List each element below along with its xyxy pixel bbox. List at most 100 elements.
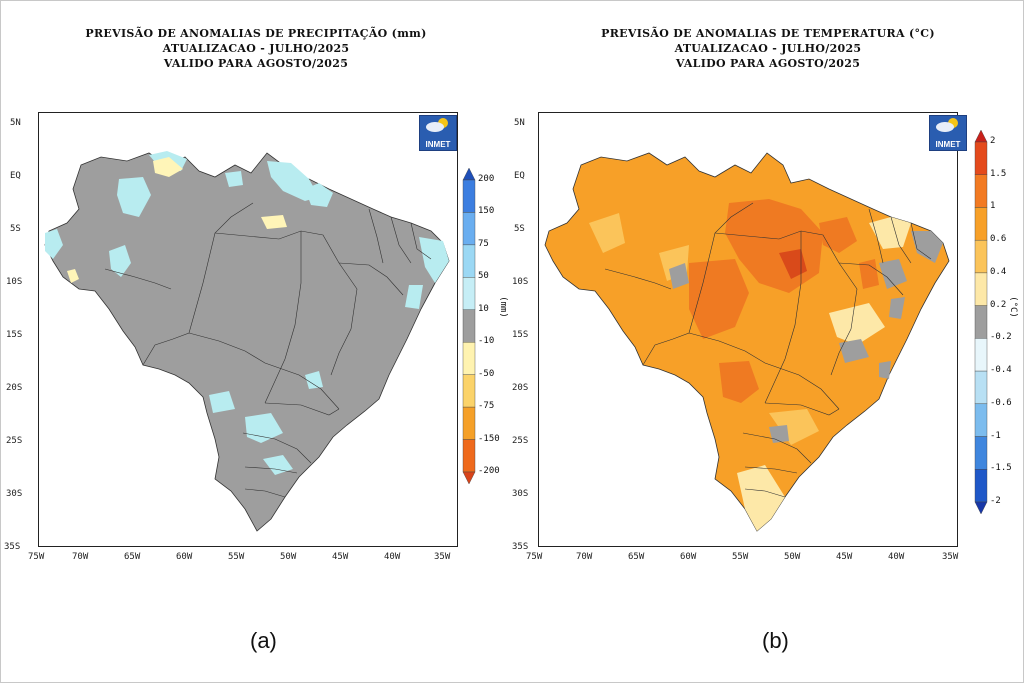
- state-borders-precip: [104, 202, 432, 498]
- brazil-shape-precip: [44, 151, 450, 532]
- temp-legend-swatch: [974, 141, 988, 175]
- temp-legend-swatch: [974, 207, 988, 241]
- temp-legend-tick-label: 2: [990, 136, 996, 146]
- lon-label-b-40w: 40W: [888, 552, 905, 562]
- precip-colorbar: [462, 168, 476, 484]
- precip-legend-tick-label: -50: [478, 368, 495, 379]
- lat-label-b-10s: 10S: [512, 277, 529, 287]
- precip-legend-tick-label: 150: [478, 206, 495, 217]
- temp-legend-swatch: [974, 130, 988, 143]
- lon-label-a-40w: 40W: [384, 552, 401, 562]
- precip-legend-swatch: [462, 439, 476, 473]
- precip-map-frame: INMET: [38, 112, 458, 547]
- lat-label-b-30s: 30S: [512, 489, 529, 499]
- temp-legend-tick-label: 1.5: [990, 168, 1007, 179]
- state-borders-temp: [604, 202, 932, 498]
- temp-title-line3: VALIDO PARA AGOSTO/2025: [675, 57, 861, 70]
- precip-legend-tick-label: -200: [478, 466, 500, 476]
- lon-label-a-55w: 55W: [228, 552, 245, 562]
- temp-legend-swatch: [974, 174, 988, 208]
- lon-label-b-50w: 50W: [784, 552, 801, 562]
- temp-legend-swatch: [974, 370, 988, 405]
- lat-label-b-20s: 20S: [512, 383, 529, 393]
- precip-title-line2: ATUALIZACAO - JULHO/2025: [162, 42, 350, 55]
- lat-label-b-15s: 15S: [512, 330, 529, 340]
- brazil-shape-temp: [544, 152, 950, 532]
- precip-legend-tick-label: -10: [478, 336, 495, 347]
- inmet-logo-b: INMET: [929, 115, 967, 151]
- precip-legend-swatch: [462, 342, 476, 375]
- temp-legend-tick-label: -0.2: [990, 332, 1012, 343]
- precip-unit: (mm): [497, 296, 508, 318]
- temp-legend-swatch: [974, 469, 988, 503]
- precip-title: PREVISÃO DE ANOMALIAS DE PRECIPITAÇÃO (m…: [0, 26, 512, 71]
- precip-legend-swatch: [462, 179, 476, 213]
- precip-legend-swatch: [462, 168, 476, 181]
- lon-label-b-65w: 65W: [628, 552, 645, 562]
- lat-label-a-10s: 10S: [6, 277, 23, 287]
- lat-label-a-25s: 25S: [6, 436, 23, 446]
- temp-legend-tick-label: -2: [990, 496, 1001, 506]
- caption-a: (a): [250, 628, 277, 653]
- lon-label-a-50w: 50W: [280, 552, 297, 562]
- temp-legend-tick-label: -1.5: [990, 463, 1012, 474]
- temp-legend-swatch: [974, 272, 988, 306]
- temp-unit: (°C): [1007, 296, 1018, 318]
- temp-map: [544, 152, 950, 532]
- panel-precipitation: PREVISÃO DE ANOMALIAS DE PRECIPITAÇÃO (m…: [0, 26, 512, 653]
- lon-label-a-75w: 75W: [28, 552, 45, 562]
- lon-label-a-35w: 35W: [434, 552, 451, 562]
- precip-legend-tick-label: -150: [478, 433, 500, 444]
- lat-label-a-5n: 5N: [10, 118, 21, 128]
- lat-label-a-20s: 20S: [6, 383, 23, 393]
- panel-temperature: PREVISÃO DE ANOMALIAS DE TEMPERATURA (°C…: [512, 0, 1024, 683]
- caption-b: (b): [762, 628, 789, 653]
- lat-label-a-35s: 35S: [4, 542, 21, 552]
- temp-legend-tick-label: 1: [990, 201, 996, 212]
- temp-title-line1: PREVISÃO DE ANOMALIAS DE TEMPERATURA (°C…: [601, 27, 935, 40]
- precip-legend-swatch: [462, 309, 476, 343]
- precip-legend-swatch: [462, 374, 476, 408]
- precip-legend-tick-label: -75: [478, 401, 495, 412]
- lon-label-b-45w: 45W: [836, 552, 853, 562]
- precip-legend-tick-label: 75: [478, 238, 489, 249]
- lat-label-b-25s: 25S: [512, 436, 529, 446]
- temp-legend-tick-label: 0.4: [990, 266, 1007, 277]
- cloud-sun-icon: [936, 118, 958, 132]
- lat-label-b-5n: 5N: [514, 118, 525, 128]
- lat-label-a-30s: 30S: [6, 489, 23, 499]
- precip-legend-swatch: [462, 244, 476, 278]
- inmet-logo-a: INMET: [419, 115, 457, 151]
- lat-label-b-5s: 5S: [514, 224, 525, 234]
- precip-title-line1: PREVISÃO DE ANOMALIAS DE PRECIPITAÇÃO (m…: [85, 27, 427, 40]
- lat-label-a-5s: 5S: [10, 224, 21, 234]
- temp-legend-tick-label: 0.2: [990, 299, 1007, 310]
- lon-label-b-60w: 60W: [680, 552, 697, 562]
- precip-legend-tick-label: 200: [478, 174, 495, 184]
- temp-legend-swatch: [974, 501, 988, 514]
- temp-legend-swatch: [974, 239, 988, 274]
- precip-legend-swatch: [462, 406, 476, 440]
- temp-legend-tick-label: -0.4: [990, 365, 1012, 376]
- temp-legend-swatch: [974, 403, 988, 437]
- temp-colorbar: [974, 130, 988, 514]
- temp-map-frame: INMET: [538, 112, 967, 547]
- lon-label-a-60w: 60W: [176, 552, 193, 562]
- temp-title-line2: ATUALIZACAO - JULHO/2025: [674, 42, 862, 55]
- precip-legend-tick-label: 50: [478, 271, 489, 282]
- lon-label-a-45w: 45W: [332, 552, 349, 562]
- temp-legend-swatch: [974, 436, 988, 470]
- lon-label-a-70w: 70W: [72, 552, 89, 562]
- temp-legend-tick-label: -0.6: [990, 397, 1012, 408]
- temp-legend-tick-label: 0.6: [990, 234, 1007, 245]
- lon-label-b-75w: 75W: [526, 552, 543, 562]
- temp-title: PREVISÃO DE ANOMALIAS DE TEMPERATURA (°C…: [512, 26, 1024, 71]
- precip-title-line3: VALIDO PARA AGOSTO/2025: [163, 57, 349, 70]
- lat-label-a-eq: EQ: [10, 171, 21, 181]
- precip-legend-swatch: [462, 471, 476, 484]
- temp-legend-swatch: [974, 338, 988, 372]
- precip-legend-tick-label: 10: [478, 303, 489, 314]
- temp-legend-tick-label: -1: [990, 430, 1001, 441]
- lon-label-a-65w: 65W: [124, 552, 141, 562]
- lat-label-b-eq: EQ: [514, 171, 525, 181]
